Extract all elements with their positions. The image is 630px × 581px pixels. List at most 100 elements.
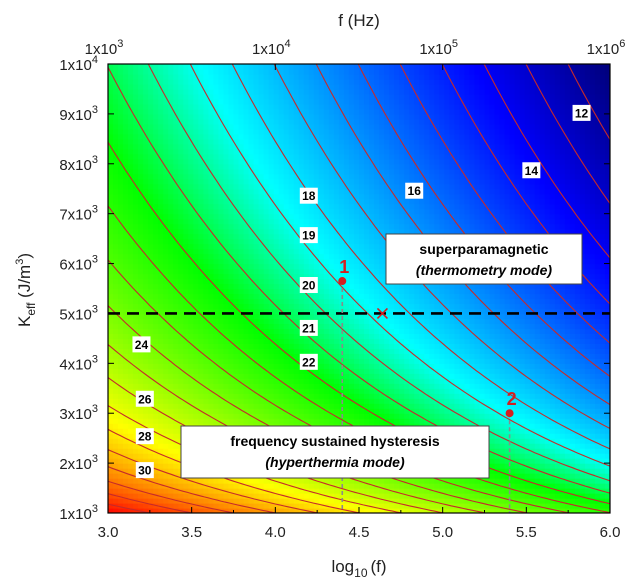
heat-cell: [118, 263, 124, 270]
heat-cell: [203, 393, 209, 399]
heat-cell: [208, 258, 215, 265]
heat-cell: [183, 348, 189, 354]
heat-cell: [268, 228, 275, 235]
heat-cell: [359, 398, 365, 404]
heat-cell: [163, 328, 169, 334]
heat-cell: [278, 168, 285, 175]
heat-cell: [198, 148, 204, 155]
heat-cell: [223, 378, 230, 384]
heat-cell: [193, 138, 199, 145]
heat-cell: [148, 163, 154, 170]
heat-cell: [288, 178, 295, 185]
heat-cell: [188, 273, 194, 280]
heat-cell: [143, 208, 149, 215]
heat-cell: [348, 233, 355, 240]
heat-cell: [113, 358, 119, 364]
heat-cell: [308, 133, 315, 140]
heat-cell: [118, 323, 124, 330]
heat-cell: [218, 183, 225, 190]
heat-cell: [318, 233, 325, 240]
heat-cell: [273, 223, 280, 230]
heat-cell: [303, 333, 310, 339]
heat-cell: [163, 128, 169, 135]
heat-cell: [288, 98, 295, 105]
heat-cell: [168, 413, 174, 419]
heat-cell: [138, 263, 144, 270]
heat-cell: [188, 213, 194, 220]
heat-cell: [128, 453, 134, 459]
heat-cell: [333, 393, 340, 399]
heat-cell: [333, 253, 340, 260]
heat-cell: [123, 498, 129, 504]
heat-cell: [238, 123, 245, 130]
heat-cell: [183, 478, 189, 484]
heat-cell: [123, 163, 129, 170]
heat-cell: [153, 133, 159, 140]
heat-cell: [153, 278, 159, 285]
heat-cell: [153, 388, 159, 394]
heat-cell: [248, 283, 255, 290]
heat-cell: [374, 178, 380, 185]
heat-cell: [228, 68, 235, 75]
heat-cell: [253, 218, 260, 225]
heat-cell: [118, 388, 124, 394]
heat-cell: [163, 288, 169, 295]
heat-cell: [369, 98, 375, 105]
heat-cell: [364, 148, 370, 155]
heat-cell: [163, 403, 169, 409]
heat-cell: [318, 283, 325, 290]
heat-cell: [243, 138, 250, 145]
heat-cell: [268, 403, 275, 409]
heat-cell: [223, 223, 230, 230]
heat-cell: [148, 188, 154, 195]
heat-cell: [213, 293, 220, 300]
heat-cell: [138, 153, 144, 160]
heat-cell: [128, 468, 134, 474]
heat-cell: [208, 178, 215, 185]
heat-cell: [323, 83, 330, 90]
heat-cell: [248, 278, 255, 285]
heat-cell: [193, 113, 199, 120]
heat-cell: [323, 258, 330, 265]
heat-cell: [313, 98, 320, 105]
heat-cell: [348, 408, 355, 414]
heat-cell: [173, 133, 179, 140]
heat-cell: [273, 308, 280, 315]
heat-cell: [193, 318, 199, 325]
heat-cell: [208, 393, 215, 399]
heat-cell: [183, 173, 189, 180]
heat-cell: [318, 103, 325, 110]
heat-cell: [163, 368, 169, 374]
heat-cell: [263, 113, 270, 120]
heat-cell: [263, 328, 270, 334]
heat-cell: [333, 263, 340, 270]
heat-cell: [343, 303, 350, 310]
heat-cell: [263, 398, 270, 404]
heat-cell: [193, 313, 199, 320]
heat-cell: [258, 418, 265, 424]
heat-cell: [263, 158, 270, 165]
heat-cell: [153, 243, 159, 250]
heat-cell: [268, 108, 275, 115]
heat-cell: [273, 508, 280, 513]
heat-cell: [138, 178, 144, 185]
heat-cell: [359, 383, 365, 389]
heat-cell: [238, 488, 245, 494]
heat-cell: [113, 128, 119, 135]
heat-cell: [178, 328, 184, 334]
heat-cell: [148, 93, 154, 100]
heat-cell: [369, 323, 375, 330]
heat-cell: [123, 473, 129, 479]
heat-cell: [168, 448, 174, 454]
heat-cell: [228, 293, 235, 300]
heat-cell: [118, 313, 124, 320]
heat-cell: [323, 293, 330, 300]
heat-cell: [198, 488, 204, 494]
heat-cell: [283, 383, 290, 389]
heat-cell: [183, 333, 189, 339]
heat-cell: [303, 268, 310, 275]
heat-cell: [108, 468, 114, 474]
heat-cell: [193, 503, 199, 509]
heat-cell: [333, 78, 340, 85]
heat-cell: [123, 428, 129, 434]
